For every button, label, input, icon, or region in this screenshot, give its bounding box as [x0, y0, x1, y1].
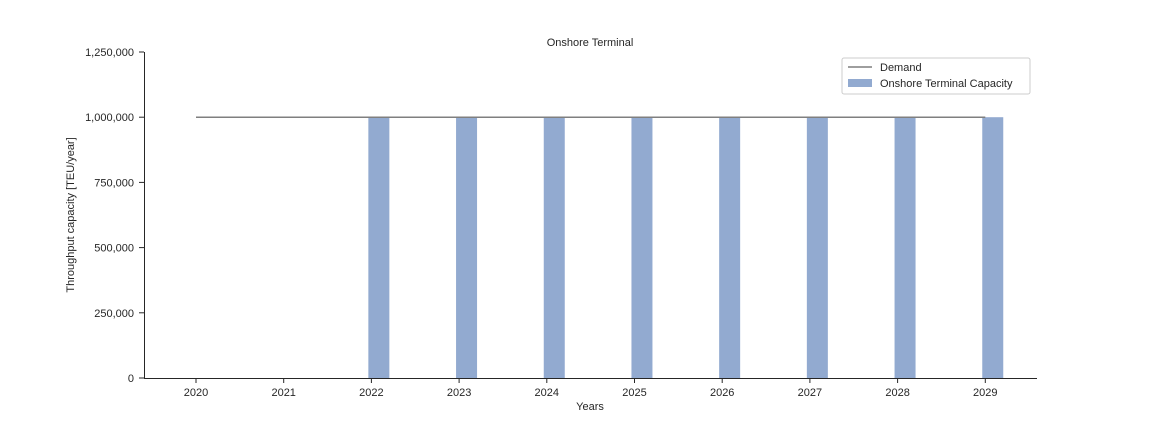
y-tick-label: 0 [128, 373, 134, 385]
y-axis-label: Throughput capacity [TEU/year] [65, 137, 77, 292]
bars-layer [368, 117, 1004, 378]
x-tick-label: 2028 [885, 387, 909, 399]
capacity-bar-2028 [894, 117, 916, 378]
y-axis-ticks: 0 250,000 500,000 750,000 1,000,000 1,250,000 [85, 47, 144, 385]
capacity-bar-2024 [543, 117, 565, 378]
capacity-bar-2026 [719, 117, 741, 378]
x-tick-label: 2029 [973, 387, 997, 399]
legend-capacity-label: Onshore Terminal Capacity [880, 78, 1013, 90]
capacity-bar-2025 [631, 117, 653, 378]
y-tick-label: 750,000 [94, 177, 134, 189]
y-tick-label: 500,000 [94, 243, 134, 255]
x-axis-label: Years [576, 401, 604, 413]
y-tick-label: 1,250,000 [85, 47, 134, 59]
x-tick-label: 2023 [447, 387, 471, 399]
x-tick-label: 2021 [271, 387, 295, 399]
x-axis-ticks: 2020 2021 2022 2023 2024 2025 2026 2027 2028 2029 [184, 378, 998, 399]
legend-frame [841, 57, 1031, 95]
x-tick-label: 2027 [798, 387, 822, 399]
legend-capacity-swatch [848, 79, 872, 87]
capacity-bar-2022 [368, 117, 390, 378]
chart-title: Onshore Terminal [547, 37, 634, 49]
legend: Demand Onshore Terminal Capacity [841, 57, 1031, 95]
x-tick-label: 2022 [359, 387, 383, 399]
y-tick-label: 1,000,000 [85, 112, 134, 124]
x-tick-label: 2025 [622, 387, 646, 399]
legend-demand-label: Demand [880, 62, 922, 74]
capacity-bar-2027 [806, 117, 828, 378]
x-tick-label: 2026 [710, 387, 734, 399]
capacity-bar-2029 [982, 117, 1004, 378]
capacity-bar-2023 [456, 117, 478, 378]
x-tick-label: 2020 [184, 387, 208, 399]
x-tick-label: 2024 [535, 387, 559, 399]
y-tick-label: 250,000 [94, 308, 134, 320]
